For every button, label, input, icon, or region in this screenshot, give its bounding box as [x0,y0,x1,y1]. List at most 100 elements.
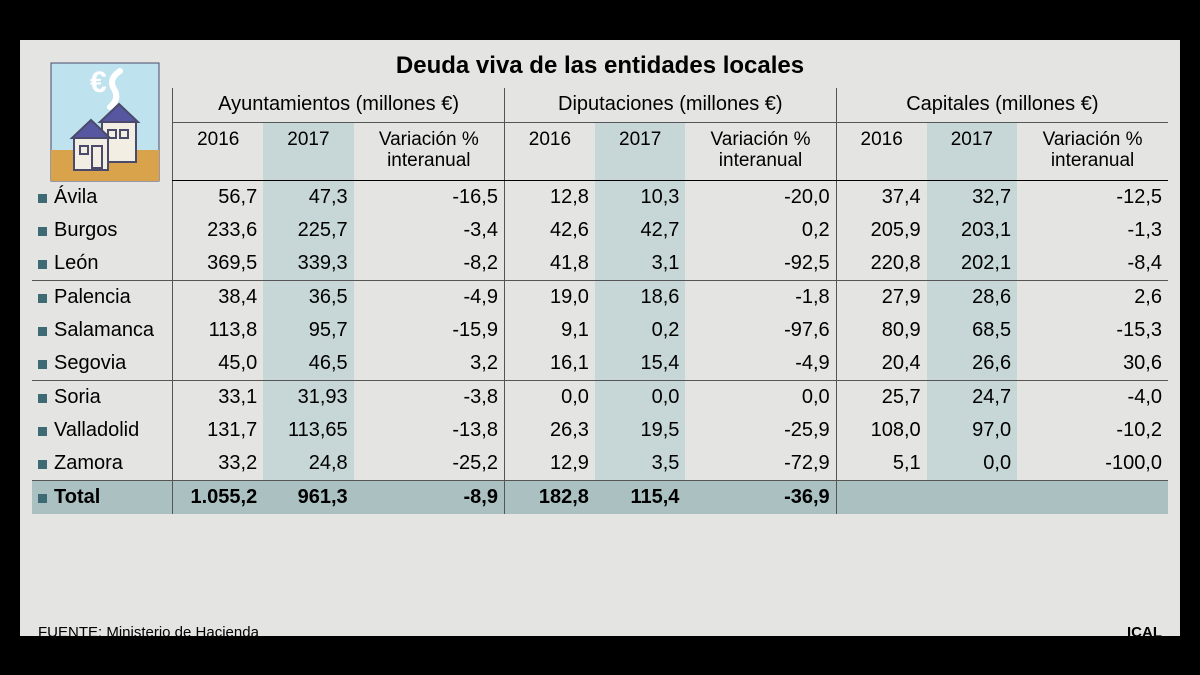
bullet-icon [38,194,47,203]
cell: 95,7 [263,314,353,347]
cell: 68,5 [927,314,1017,347]
cell: -10,2 [1017,414,1168,447]
table-row: Zamora33,224,8-25,212,93,5-72,95,10,0-10… [32,447,1168,481]
cell: -3,8 [354,381,505,415]
cell: 26,3 [504,414,594,447]
table-row: Burgos233,6225,7-3,442,642,70,2205,9203,… [32,214,1168,247]
cell: 26,6 [927,347,1017,381]
cell: -15,3 [1017,314,1168,347]
cell: 33,2 [173,447,263,481]
cell: 113,65 [263,414,353,447]
cell: 3,1 [595,247,685,281]
euro-house-icon: € [50,62,160,182]
cell: 19,0 [504,281,594,315]
row-label: Burgos [32,214,173,247]
bullet-icon [38,294,47,303]
cell: 3,2 [354,347,505,381]
cell: 205,9 [836,214,926,247]
cell: 56,7 [173,181,263,215]
cell: 0,0 [927,447,1017,481]
cell: 20,4 [836,347,926,381]
cell: 131,7 [173,414,263,447]
cell [1017,481,1168,515]
cell: 33,1 [173,381,263,415]
cell: -12,5 [1017,181,1168,215]
cell: -8,9 [354,481,505,515]
cell: -4,0 [1017,381,1168,415]
cell: -25,9 [685,414,836,447]
cell: 12,8 [504,181,594,215]
table-body: Ávila56,747,3-16,512,810,3-20,037,432,7-… [32,181,1168,515]
cell: 32,7 [927,181,1017,215]
cell: 233,6 [173,214,263,247]
table-row: Palencia38,436,5-4,919,018,6-1,827,928,6… [32,281,1168,315]
cell: -13,8 [354,414,505,447]
cell: 113,8 [173,314,263,347]
cell: 220,8 [836,247,926,281]
svg-text:€: € [90,66,107,99]
cell: 25,7 [836,381,926,415]
group-header-capitales: Capitales (millones €) [836,88,1168,123]
cell: -8,4 [1017,247,1168,281]
row-label: Segovia [32,347,173,381]
cell: 42,7 [595,214,685,247]
cell: -20,0 [685,181,836,215]
cell: 31,93 [263,381,353,415]
cell: 202,1 [927,247,1017,281]
table-row: Ávila56,747,3-16,512,810,3-20,037,432,7-… [32,181,1168,215]
cell: -4,9 [354,281,505,315]
row-label: León [32,247,173,281]
group-header-diputaciones: Diputaciones (millones €) [504,88,836,123]
agency-text: ICAL [1127,624,1162,640]
cell: 38,4 [173,281,263,315]
cell: 0,2 [595,314,685,347]
cell: -25,2 [354,447,505,481]
row-label: Valladolid [32,414,173,447]
bullet-icon [38,327,47,336]
cell: 42,6 [504,214,594,247]
subhead-2016: 2016 [836,122,926,181]
cell: -36,9 [685,481,836,515]
subhead-2017: 2017 [927,122,1017,181]
cell [927,481,1017,515]
cell: 24,8 [263,447,353,481]
cell: 36,5 [263,281,353,315]
bullet-icon [38,227,47,236]
cell: 1.055,2 [173,481,263,515]
cell: 24,7 [927,381,1017,415]
cell: 19,5 [595,414,685,447]
table-row: Soria33,131,93-3,80,00,00,025,724,7-4,0 [32,381,1168,415]
row-label: Palencia [32,281,173,315]
cell: -1,8 [685,281,836,315]
cell: 30,6 [1017,347,1168,381]
subhead-var: Variación % interanual [685,122,836,181]
row-label: Salamanca [32,314,173,347]
cell: 5,1 [836,447,926,481]
cell: 2,6 [1017,281,1168,315]
subhead-2016: 2016 [504,122,594,181]
subhead-2016: 2016 [173,122,263,181]
cell: 45,0 [173,347,263,381]
subhead-2017: 2017 [263,122,353,181]
cell: 225,7 [263,214,353,247]
cell: 12,9 [504,447,594,481]
cell: -3,4 [354,214,505,247]
cell: -4,9 [685,347,836,381]
cell: 369,5 [173,247,263,281]
cell: 41,8 [504,247,594,281]
cell: -92,5 [685,247,836,281]
cell: -97,6 [685,314,836,347]
table-row: Salamanca113,895,7-15,99,10,2-97,680,968… [32,314,1168,347]
table-frame: Deuda viva de las entidades locales € [20,38,1180,638]
cell: 37,4 [836,181,926,215]
cell: -16,5 [354,181,505,215]
cell: 47,3 [263,181,353,215]
source-text: FUENTE: Ministerio de Hacienda [38,624,259,640]
cell: -100,0 [1017,447,1168,481]
cell: 16,1 [504,347,594,381]
cell: 203,1 [927,214,1017,247]
bullet-icon [38,260,47,269]
cell: 961,3 [263,481,353,515]
bullet-icon [38,394,47,403]
group-header-ayuntamientos: Ayuntamientos (millones €) [173,88,505,123]
